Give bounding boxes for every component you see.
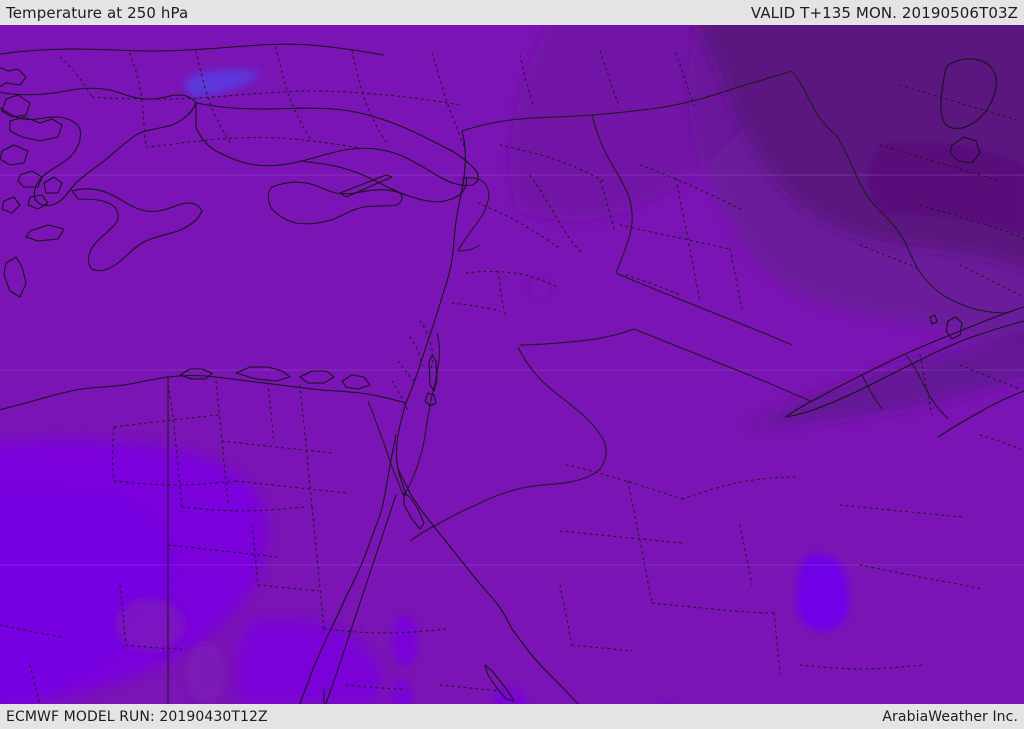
footer-bar: ECMWF MODEL RUN: 20190430T12Z ArabiaWeat…: [0, 704, 1024, 729]
field-cold-cells-redsea: [391, 615, 528, 704]
admin-boundaries: [0, 46, 1024, 704]
graticule: [0, 174, 1024, 566]
field-cold-streak-aegean: [184, 69, 262, 97]
field-cold-cell-saudi: [663, 553, 850, 704]
map-canvas[interactable]: [0, 25, 1024, 704]
temperature-field-map: [0, 25, 1024, 704]
valid-time-label: VALID T+135 MON. 20190506T03Z: [750, 3, 1018, 22]
field-texture-patches: [116, 280, 550, 703]
coastlines: [0, 43, 1024, 704]
page-title: Temperature at 250 hPa: [6, 3, 189, 22]
model-run-label: ECMWF MODEL RUN: 20190430T12Z: [6, 708, 268, 725]
field-cold-pool-sw: [0, 440, 382, 704]
country-borders: [167, 70, 1009, 704]
header-bar: Temperature at 250 hPa VALID T+135 MON. …: [0, 0, 1024, 25]
attribution-label: ArabiaWeather Inc.: [882, 708, 1018, 725]
